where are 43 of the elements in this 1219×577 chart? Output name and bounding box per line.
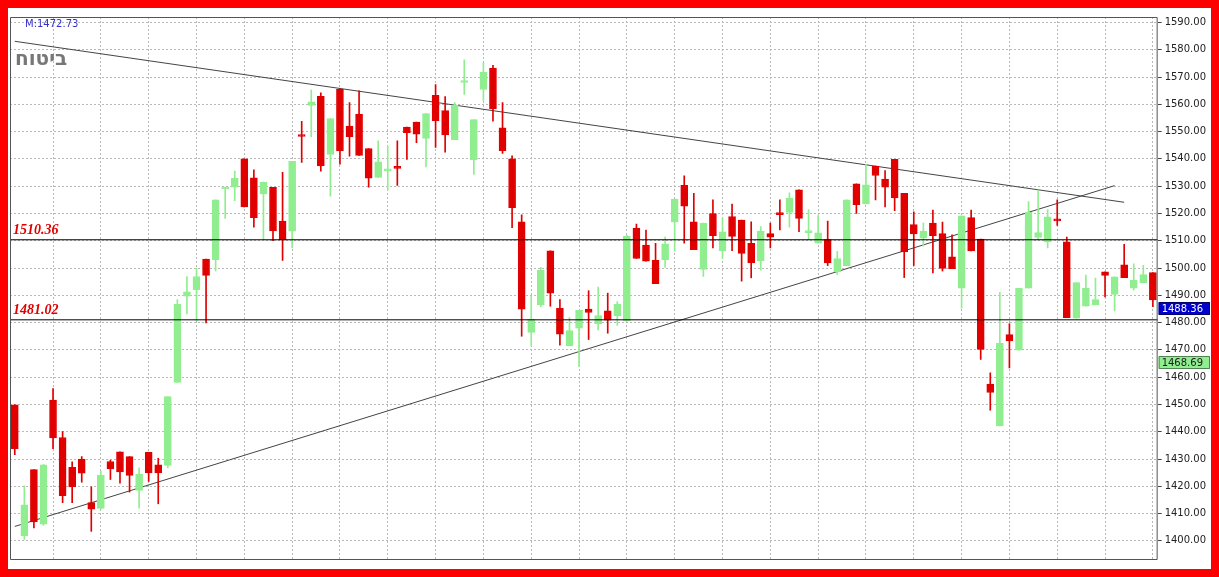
candlestick xyxy=(154,457,163,505)
candlestick xyxy=(307,89,316,138)
annotation: M:1472.73 xyxy=(25,17,79,29)
candlestick xyxy=(460,59,469,95)
candlestick xyxy=(87,486,96,532)
y-tick-label: 1540.00 xyxy=(1164,152,1207,164)
y-tick-label: 1430.00 xyxy=(1164,452,1207,464)
y-tick-label: 1490.00 xyxy=(1164,288,1207,300)
y-tick-label: 1400.00 xyxy=(1164,534,1207,546)
candlestick xyxy=(881,170,889,208)
candlestick xyxy=(1034,189,1042,240)
candlestick xyxy=(403,126,411,160)
text: ביטוח xyxy=(15,46,68,71)
y-tick-label: 1410.00 xyxy=(1164,507,1207,519)
y-tick-label: 1460.00 xyxy=(1164,370,1207,382)
y-tick-label: 1500.00 xyxy=(1164,261,1207,273)
candlestick xyxy=(929,209,937,274)
candlestick xyxy=(909,211,918,266)
candlestick xyxy=(594,286,602,331)
candlestick xyxy=(766,222,775,249)
ref-line-label: 1481.02 xyxy=(13,302,59,318)
y-tick-label: 1580.00 xyxy=(1164,43,1207,55)
y-tick-label: 1420.00 xyxy=(1164,479,1207,491)
y-tick-label: 1550.00 xyxy=(1164,125,1207,137)
candlestick xyxy=(183,276,191,315)
y-tick-label: 1470.00 xyxy=(1164,343,1207,355)
y-tick-label: 1510.00 xyxy=(1164,234,1207,246)
y-tick-label: 1530.00 xyxy=(1164,179,1207,191)
candlestick xyxy=(1101,271,1109,298)
candlestick xyxy=(776,199,784,231)
candlestick xyxy=(297,120,306,163)
y-tick-label: 1450.00 xyxy=(1164,398,1207,410)
text: 1468.69 xyxy=(1161,356,1204,368)
candlestick xyxy=(986,372,995,411)
y-tick-label: 1560.00 xyxy=(1164,97,1207,109)
y-tick-label: 1570.00 xyxy=(1164,70,1207,82)
y-tick-label: 1520.00 xyxy=(1164,207,1207,219)
text: 1488.36 xyxy=(1161,302,1204,314)
candlestick xyxy=(603,292,612,334)
ref-line-label: 1510.36 xyxy=(13,222,59,238)
y-tick-label: 1440.00 xyxy=(1164,425,1207,437)
y-tick-label: 1590.00 xyxy=(1164,16,1207,28)
y-tick-label: 1480.00 xyxy=(1164,316,1207,328)
